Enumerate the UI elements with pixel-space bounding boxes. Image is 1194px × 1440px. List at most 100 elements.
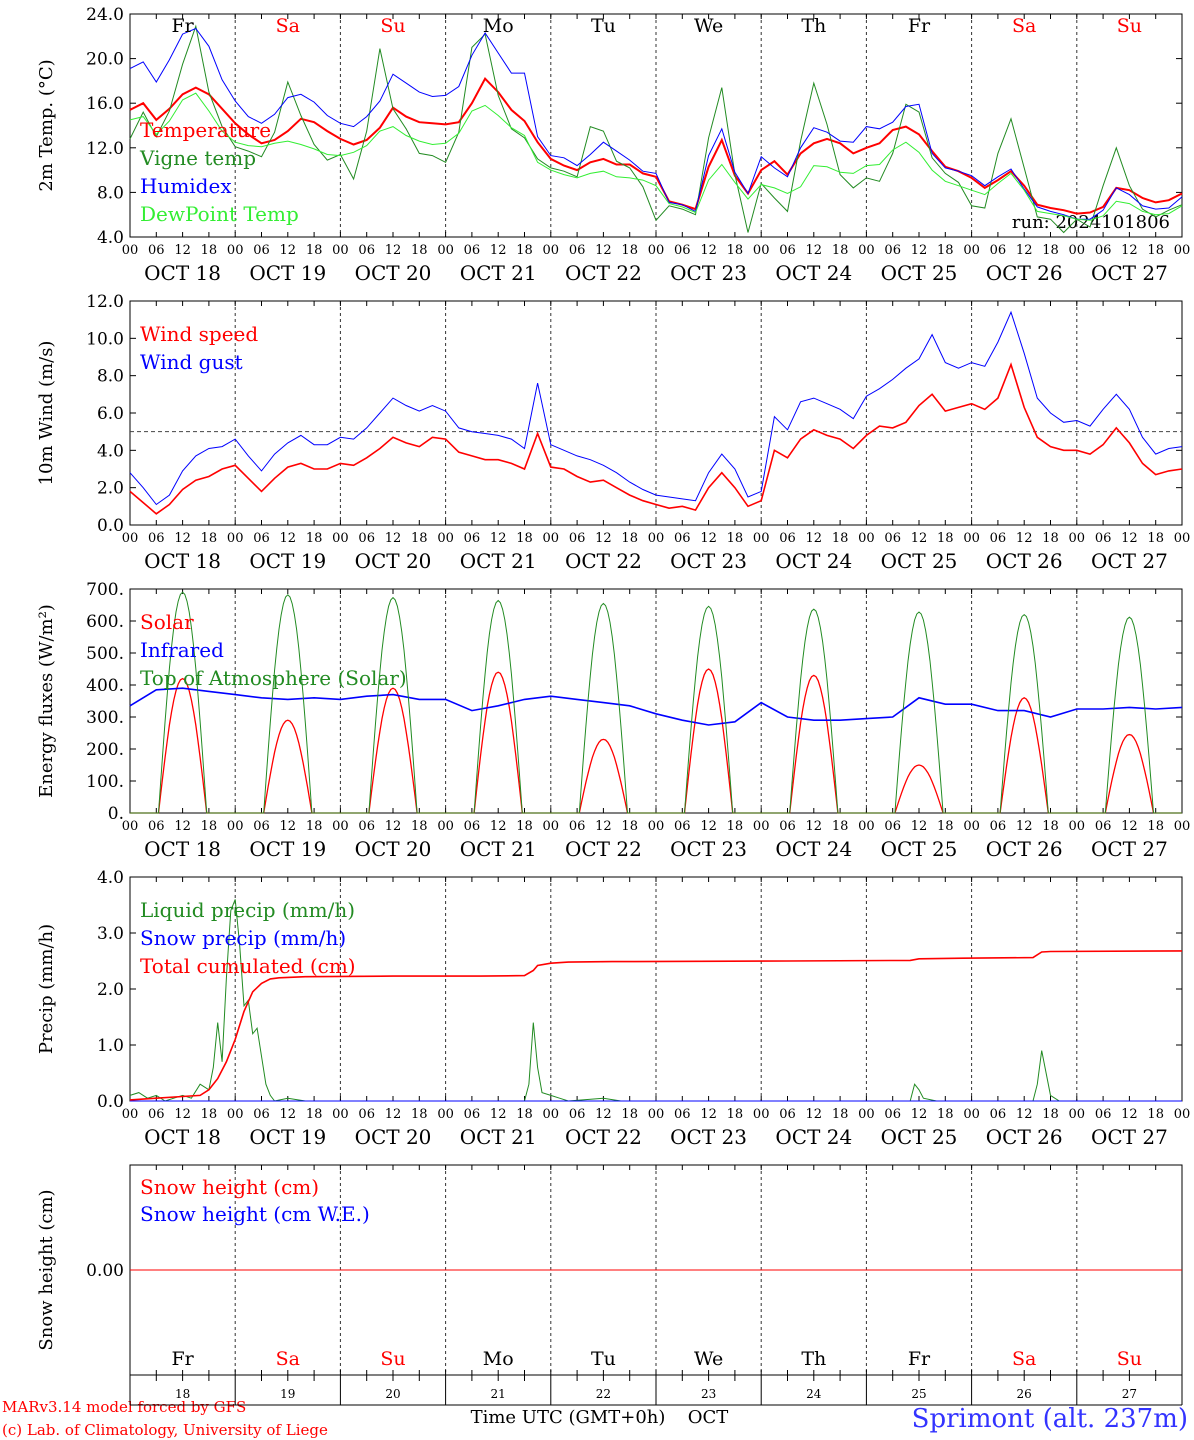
hour-tick-label: 12: [280, 531, 297, 546]
hour-tick-label: 06: [990, 1107, 1007, 1122]
hour-tick-label: 18: [516, 531, 533, 546]
hour-tick-label: 18: [1147, 1107, 1164, 1122]
series-line-wind-gust: [129, 310, 1183, 506]
y-tick-label: 100.: [86, 772, 124, 792]
day-label: OCT 22: [565, 1125, 642, 1149]
hour-tick-label: 06: [674, 243, 691, 258]
day-label: OCT 27: [1091, 261, 1168, 285]
hour-tick-label: 18: [201, 819, 218, 834]
hour-tick-label: 18: [201, 1107, 218, 1122]
hour-tick-label: 00: [963, 243, 980, 258]
day-label: OCT 24: [775, 549, 852, 573]
hour-tick-label: 00: [1069, 1107, 1086, 1122]
legend-snow-height-cm-w-e-: Snow height (cm W.E.): [140, 1202, 370, 1226]
hour-tick-label: 06: [1095, 1107, 1112, 1122]
hour-tick-label: 06: [779, 819, 796, 834]
day-label: OCT 23: [670, 1125, 747, 1149]
weekday-top-label: Sa: [276, 15, 300, 37]
hour-tick-label: 00: [648, 1107, 665, 1122]
hour-tick-label: 12: [174, 819, 191, 834]
hour-tick-label: 12: [385, 531, 402, 546]
hour-tick-label: 18: [621, 819, 638, 834]
day-number-label: 24: [806, 1387, 822, 1401]
hour-tick-label: 12: [1121, 243, 1138, 258]
y-axis-title: Precip (mm/h): [36, 924, 57, 1054]
hour-tick-label: 06: [464, 819, 481, 834]
hour-tick-label: 12: [595, 243, 612, 258]
day-number-label: 19: [280, 1387, 295, 1401]
day-label: OCT 27: [1091, 549, 1168, 573]
hour-tick-label: 18: [306, 531, 323, 546]
y-tick-label: 8.0: [97, 183, 124, 203]
day-label: OCT 22: [565, 549, 642, 573]
day-number-label: 22: [596, 1387, 611, 1401]
y-tick-label: 3.0: [97, 924, 124, 944]
hour-tick-label: 06: [884, 1107, 901, 1122]
series-line-total-cumulated-cm-: [129, 950, 1183, 1101]
day-label: OCT 19: [249, 837, 326, 861]
hour-tick-label: 18: [937, 1107, 954, 1122]
hour-tick-label: 18: [1042, 819, 1059, 834]
y-tick-label: 2.0: [97, 479, 124, 499]
hour-tick-label: 06: [464, 531, 481, 546]
hour-tick-label: 00: [122, 819, 139, 834]
weekday-bottom-label: Tu: [591, 1348, 616, 1370]
hour-tick-label: 18: [832, 819, 849, 834]
y-tick-label: 12.0: [86, 139, 124, 159]
hour-tick-label: 18: [1042, 531, 1059, 546]
hour-tick-label: 06: [253, 531, 270, 546]
hour-tick-label: 12: [700, 243, 717, 258]
hour-tick-label: 00: [437, 531, 454, 546]
hour-tick-label: 06: [990, 531, 1007, 546]
day-label: OCT 27: [1091, 1125, 1168, 1149]
hour-tick-label: 12: [490, 1107, 507, 1122]
hour-tick-label: 00: [963, 531, 980, 546]
y-tick-label: 200.: [86, 740, 124, 760]
day-label: OCT 21: [460, 549, 537, 573]
hour-tick-label: 06: [674, 531, 691, 546]
hour-tick-label: 18: [306, 819, 323, 834]
hour-tick-label: 18: [621, 1107, 638, 1122]
hour-tick-label: 00: [227, 1107, 244, 1122]
weekday-top-label: Fr: [171, 15, 194, 37]
hour-tick-label: 00: [648, 819, 665, 834]
hour-tick-label: 12: [700, 531, 717, 546]
weekday-bottom-label: Fr: [171, 1348, 194, 1370]
hour-tick-label: 12: [700, 819, 717, 834]
day-label: OCT 21: [460, 1125, 537, 1149]
day-label: OCT 24: [775, 261, 852, 285]
hour-tick-label: 00: [122, 1107, 139, 1122]
hour-tick-label: 06: [358, 1107, 375, 1122]
y-tick-label: 600.: [86, 612, 124, 632]
hour-tick-label: 06: [358, 243, 375, 258]
legend-wind-speed: Wind speed: [140, 322, 258, 346]
hour-tick-label: 18: [727, 819, 744, 834]
hour-tick-label: 18: [411, 1107, 428, 1122]
day-number-label: 25: [911, 1387, 926, 1401]
day-label: OCT 24: [775, 1125, 852, 1149]
weekday-top-label: Su: [1117, 15, 1142, 37]
hour-tick-label: 12: [595, 819, 612, 834]
day-label: OCT 20: [355, 1125, 432, 1149]
hour-tick-label: 00: [858, 1107, 875, 1122]
hour-tick-label: 06: [1095, 531, 1112, 546]
hour-tick-label: 00: [1174, 531, 1191, 546]
legend-dewpoint-temp: DewPoint Temp: [140, 202, 299, 226]
legend-infrared: Infrared: [140, 638, 224, 662]
series-line-vigne-temp: [129, 24, 1183, 234]
hour-tick-label: 06: [779, 243, 796, 258]
day-label: OCT 21: [460, 261, 537, 285]
hour-tick-label: 06: [884, 243, 901, 258]
legend-liquid-precip-mm-h-: Liquid precip (mm/h): [140, 898, 355, 922]
hour-tick-label: 00: [1069, 531, 1086, 546]
hour-tick-label: 00: [122, 243, 139, 258]
day-label: OCT 22: [565, 261, 642, 285]
hour-tick-label: 18: [832, 531, 849, 546]
y-tick-label: 400.: [86, 676, 124, 696]
hour-tick-label: 12: [700, 1107, 717, 1122]
y-tick-label: 8.0: [97, 367, 124, 387]
footer-model: MARv3.14 model forced by GFS: [2, 1398, 246, 1416]
y-tick-label: 0.0: [97, 1092, 124, 1112]
weekday-bottom-label: Su: [1117, 1348, 1142, 1370]
